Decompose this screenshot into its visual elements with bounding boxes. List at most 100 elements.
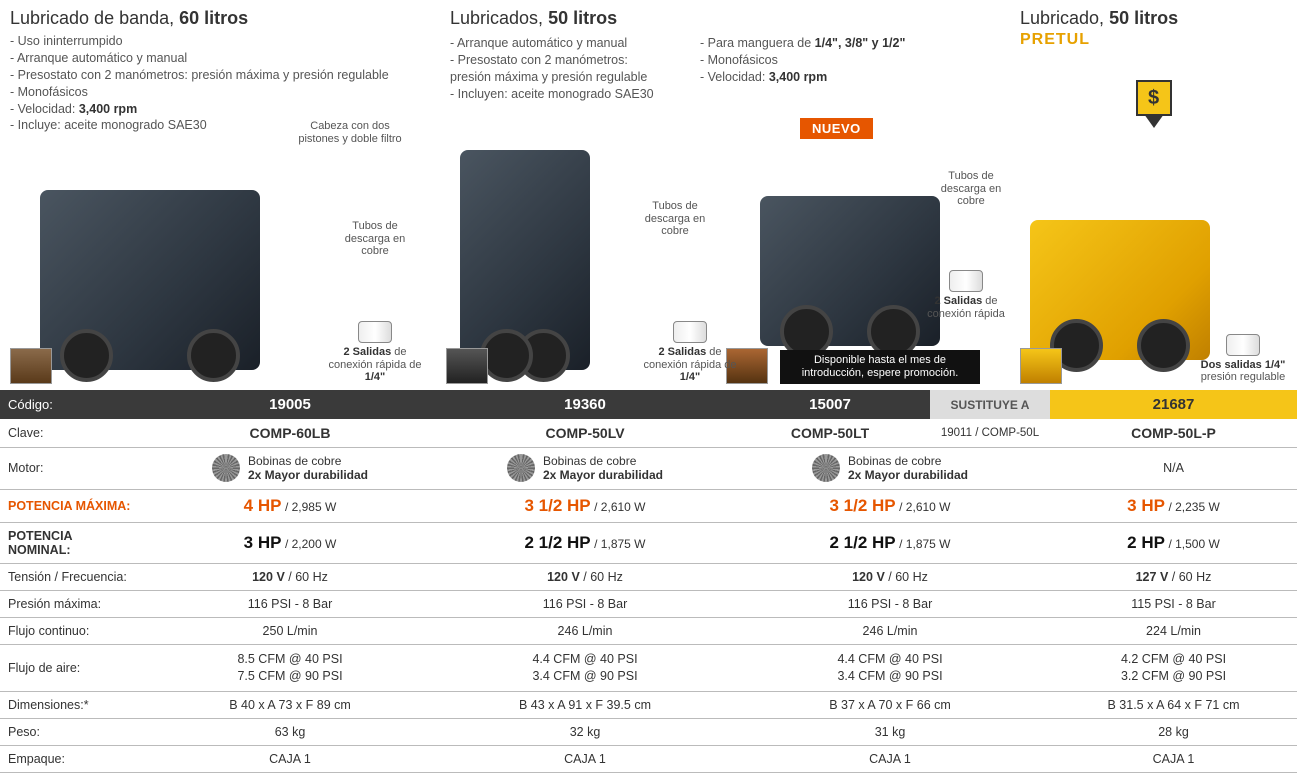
- bullet-list: Para manguera de 1/4", 3/8" y 1/2" Monof…: [700, 35, 905, 103]
- row-motor: Motor: Bobinas de cobre2x Mayor durabili…: [0, 448, 1297, 490]
- empaque-val: CAJA 1: [440, 745, 730, 772]
- row-empaque: Empaque: CAJA 1 CAJA 1 CAJA 1 CAJA 1: [0, 745, 1297, 772]
- motor-l2: 2x Mayor durabilidad: [543, 468, 663, 482]
- bullet: Velocidad: 3,400 rpm: [700, 69, 905, 86]
- cfm2: 3.4 CFM @ 90 PSI: [532, 669, 637, 683]
- potmax-val: 3 1/2 HP / 2,610 W: [730, 489, 1050, 522]
- anno-text: 2 Salidas de conexión rápida de 1/4": [644, 346, 737, 383]
- motor-l2: 2x Mayor durabilidad: [848, 468, 968, 482]
- potmax-val: 4 HP / 2,985 W: [140, 489, 440, 522]
- motor-val: Bobinas de cobre2x Mayor durabilidad: [730, 448, 1050, 490]
- watts: / 2,985 W: [285, 500, 336, 514]
- motor-l1: Bobinas de cobre: [248, 454, 341, 468]
- anno-text: Dos salidas 1/4" presión regulable: [1201, 359, 1286, 384]
- codigo-val: 21687: [1050, 390, 1297, 419]
- section-60l: Lubricado de banda, 60 litros Uso ininte…: [0, 0, 440, 390]
- label-clave: Clave:: [0, 419, 140, 448]
- hp: 4 HP: [244, 496, 282, 515]
- watts: / 2,610 W: [594, 500, 645, 514]
- label-flujoc: Flujo continuo:: [0, 617, 140, 644]
- peso-val: 28 kg: [1050, 718, 1297, 745]
- coil-icon: [812, 454, 840, 482]
- dollar-icon: $: [1136, 80, 1172, 116]
- label-presion: Presión máxima:: [0, 590, 140, 617]
- label-codigo: Código:: [0, 390, 140, 419]
- bullet: Para manguera de 1/4", 3/8" y 1/2": [700, 35, 905, 52]
- section-title: Lubricado, 50 litros: [1020, 8, 1287, 29]
- cfm2: 7.5 CFM @ 90 PSI: [237, 669, 342, 683]
- presion-val: 115 PSI - 8 Bar: [1050, 590, 1297, 617]
- clave-val: COMP-60LB: [140, 419, 440, 448]
- anno-text: 2 Salidas de conexión rápida de 1/4": [329, 346, 422, 383]
- flujoa-val: 4.4 CFM @ 40 PSI3.4 CFM @ 90 PSI: [440, 644, 730, 691]
- clave-val: COMP-50LV: [440, 419, 730, 448]
- row-flujoa: Flujo de aire: 8.5 CFM @ 40 PSI7.5 CFM @…: [0, 644, 1297, 691]
- bullet: Velocidad: 3,400 rpm: [10, 101, 430, 118]
- label-flujoa: Flujo de aire:: [0, 644, 140, 691]
- motor-l2: 2x Mayor durabilidad: [248, 468, 368, 482]
- coil-icon: [212, 454, 240, 482]
- dim-val: B 37 x A 70 x F 66 cm: [730, 691, 1050, 718]
- bullet: Incluyen: aceite monogrado SAE30: [450, 86, 670, 103]
- title-light: Lubricado de banda,: [10, 8, 174, 28]
- watts: / 1,875 W: [899, 537, 950, 551]
- clave-val: COMP-50L-P: [1050, 419, 1297, 448]
- anno-tubos: Tubos de descarga en cobre: [340, 220, 410, 258]
- motor-val: Bobinas de cobre2x Mayor durabilidad: [440, 448, 730, 490]
- potnom-val: 2 HP / 1,500 W: [1050, 522, 1297, 563]
- sustituye-label: SUSTITUYE A: [930, 390, 1050, 419]
- cfm2: 3.2 CFM @ 90 PSI: [1121, 669, 1226, 683]
- label-peso: Peso:: [0, 718, 140, 745]
- bullet: Arranque automático y manual: [10, 50, 430, 67]
- label-empaque: Empaque:: [0, 745, 140, 772]
- section-50l: Lubricados, 50 litros Arranque automátic…: [440, 0, 1010, 390]
- label-dim: Dimensiones:*: [0, 691, 140, 718]
- sustituye-val: 19011 / COMP-50L: [930, 419, 1050, 448]
- hp: 2 1/2 HP: [525, 533, 591, 552]
- catalog-page: Lubricado de banda, 60 litros Uso ininte…: [0, 0, 1297, 773]
- hp: 3 HP: [1127, 496, 1165, 515]
- codigo-val: 15007: [730, 390, 930, 419]
- empaque-val: CAJA 1: [1050, 745, 1297, 772]
- nuevo-badge: NUEVO: [800, 118, 873, 139]
- potnom-val: 3 HP / 2,200 W: [140, 522, 440, 563]
- presion-val: 116 PSI - 8 Bar: [140, 590, 440, 617]
- anno-text: 2 Salidas de conexión rápida: [927, 295, 1005, 320]
- row-clave: Clave: COMP-60LB COMP-50LV COMP-50LT 190…: [0, 419, 1297, 448]
- bullet: Arranque automático y manual: [450, 35, 670, 52]
- codigo-val: 19360: [440, 390, 730, 419]
- row-presion: Presión máxima: 116 PSI - 8 Bar 116 PSI …: [0, 590, 1297, 617]
- bullet: Monofásicos: [700, 52, 905, 69]
- connector-icon: [1226, 334, 1260, 356]
- cfm2: 3.4 CFM @ 90 PSI: [837, 669, 942, 683]
- connector-icon: [673, 321, 707, 343]
- motor-l1: Bobinas de cobre: [848, 454, 941, 468]
- potnom-val: 2 1/2 HP / 1,875 W: [440, 522, 730, 563]
- hp: 3 1/2 HP: [830, 496, 896, 515]
- bullet: Presostato con 2 manómetros: presión máx…: [450, 52, 670, 86]
- flujoc-val: 246 L/min: [730, 617, 1050, 644]
- title-bold: 50 litros: [1109, 8, 1178, 28]
- product-image: [760, 196, 940, 346]
- peso-val: 31 kg: [730, 718, 1050, 745]
- top-sections: Lubricado de banda, 60 litros Uso ininte…: [0, 0, 1297, 390]
- cfm1: 4.2 CFM @ 40 PSI: [1121, 652, 1226, 666]
- potmax-val: 3 1/2 HP / 2,610 W: [440, 489, 730, 522]
- label-motor: Motor:: [0, 448, 140, 490]
- flujoc-val: 250 L/min: [140, 617, 440, 644]
- anno-salidas: 2 Salidas de conexión rápida: [926, 270, 1006, 320]
- dim-val: B 31.5 x A 64 x F 71 cm: [1050, 691, 1297, 718]
- title-light: Lubricado,: [1020, 8, 1104, 28]
- tension-val: 120 V / 60 Hz: [440, 563, 730, 590]
- hp: 2 1/2 HP: [830, 533, 896, 552]
- flujoa-val: 4.2 CFM @ 40 PSI 3.2 CFM @ 90 PSI: [1050, 644, 1297, 691]
- empaque-val: CAJA 1: [140, 745, 440, 772]
- bullet: Uso ininterrumpido: [10, 33, 430, 50]
- hp: 2 HP: [1127, 533, 1165, 552]
- row-dim: Dimensiones:* B 40 x A 73 x F 89 cm B 43…: [0, 691, 1297, 718]
- section-title: Lubricados, 50 litros: [450, 8, 1000, 29]
- flujoa-val: 8.5 CFM @ 40 PSI7.5 CFM @ 90 PSI: [140, 644, 440, 691]
- row-peso: Peso: 63 kg 32 kg 31 kg 28 kg: [0, 718, 1297, 745]
- potnom-val: 2 1/2 HP / 1,875 W: [730, 522, 1050, 563]
- title-bold: 50 litros: [548, 8, 617, 28]
